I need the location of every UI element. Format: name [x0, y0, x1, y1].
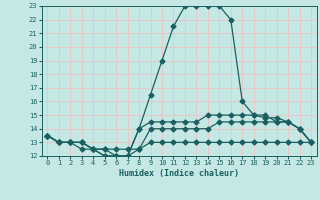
X-axis label: Humidex (Indice chaleur): Humidex (Indice chaleur) [119, 169, 239, 178]
